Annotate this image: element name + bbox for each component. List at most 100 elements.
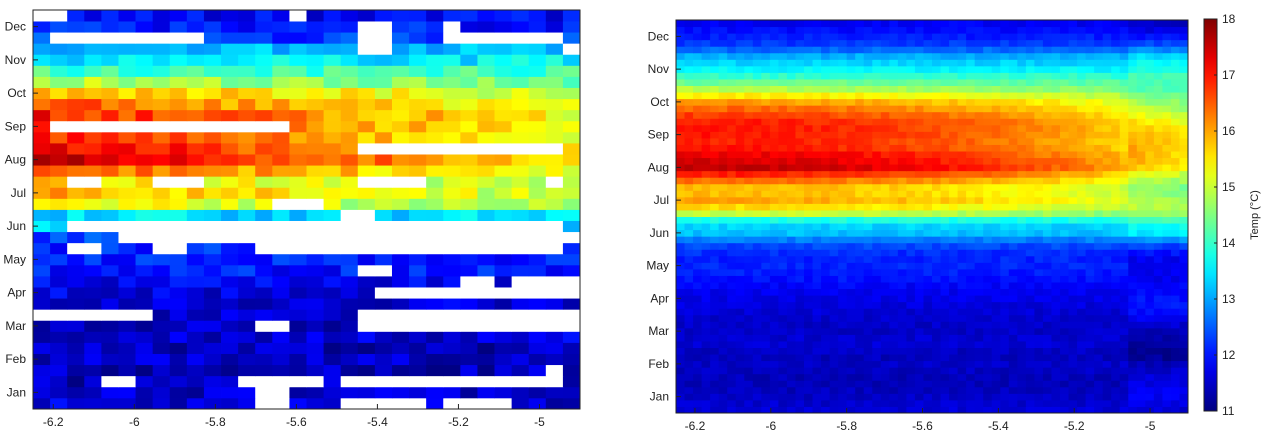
heatmap-right-cell	[821, 340, 831, 348]
heatmap-right-cell	[1153, 399, 1163, 407]
heatmap-right-cell	[889, 137, 899, 145]
heatmap-left-cell	[255, 131, 273, 144]
heatmap-right-cell	[897, 393, 907, 401]
heatmap-right-cell	[1025, 399, 1035, 407]
heatmap-right-cell	[1060, 59, 1070, 67]
heatmap-left-cell	[186, 187, 205, 199]
heatmap-right-cell	[821, 295, 831, 303]
heatmap-right-cell	[1051, 275, 1061, 283]
heatmap-right-cell	[786, 137, 796, 145]
heatmap-left-cell	[101, 54, 119, 66]
heatmap-right-cell	[838, 301, 848, 309]
heatmap-left-cell	[272, 375, 290, 388]
heatmap-right-cell	[974, 209, 984, 217]
heatmap-right-cell	[966, 20, 976, 28]
heatmap-right-cell	[949, 380, 959, 388]
heatmap-right-cell	[710, 131, 720, 139]
heatmap-right-cell	[974, 52, 984, 60]
heatmap-right-cell	[1094, 308, 1104, 316]
heatmap-right-cell	[1136, 209, 1146, 217]
heatmap-left-cell	[221, 331, 239, 343]
heatmap-right-cell	[812, 321, 822, 329]
heatmap-right-cell	[786, 360, 796, 368]
heatmap-right-cell	[735, 196, 745, 204]
heatmap-left-cell	[33, 353, 51, 366]
heatmap-right-cell	[684, 52, 694, 60]
heatmap-right-cell	[1128, 39, 1138, 47]
heatmap-right-cell	[693, 275, 703, 283]
heatmap-right-cell	[710, 321, 720, 329]
heatmap-right-cell	[1162, 308, 1172, 316]
heatmap-right-cell	[1060, 105, 1070, 113]
heatmap-left-cell	[135, 287, 154, 299]
heatmap-right-cell	[906, 52, 916, 60]
heatmap-right-cell	[1077, 144, 1087, 152]
heatmap-right-cell	[983, 406, 993, 414]
heatmap-left-cell	[323, 87, 342, 100]
heatmap-right-cell	[1051, 92, 1061, 100]
heatmap-right-cell	[795, 354, 805, 362]
heatmap-right-cell	[1128, 393, 1138, 401]
heatmap-left-cell	[562, 143, 581, 155]
heatmap-right-cell	[1077, 118, 1087, 126]
heatmap-right-cell	[829, 373, 839, 381]
heatmap-right-cell	[983, 236, 993, 244]
heatmap-right-cell	[1153, 229, 1163, 237]
heatmap-right-cell	[821, 65, 831, 73]
heatmap-right-cell	[1162, 223, 1172, 231]
heatmap-right-cell	[880, 177, 890, 185]
heatmap-right-cell	[906, 327, 916, 335]
heatmap-right-cell	[923, 242, 933, 250]
heatmap-right-cell	[855, 386, 865, 394]
heatmap-right-cell	[897, 314, 907, 322]
heatmap-left-cell	[135, 98, 154, 111]
heatmap-right-cell	[1042, 367, 1052, 375]
heatmap-right-cell	[761, 20, 771, 28]
heatmap-right-cell	[897, 78, 907, 86]
heatmap-left-cell	[306, 298, 324, 310]
heatmap-right-cell	[778, 46, 788, 54]
heatmap-left-cell	[118, 220, 136, 233]
heatmap-left-cell	[67, 231, 85, 244]
heatmap-right-cell	[1102, 26, 1112, 34]
heatmap-left-cell	[135, 43, 154, 55]
heatmap-right-cell	[804, 203, 814, 211]
heatmap-right-cell	[923, 144, 933, 152]
heatmap-left-cell	[67, 364, 85, 377]
heatmap-left-cell	[255, 386, 273, 399]
heatmap-right-cell	[974, 98, 984, 106]
heatmap-left-cell	[255, 98, 273, 111]
heatmap-left-cell	[391, 298, 410, 310]
heatmap-left-cell	[340, 287, 359, 299]
heatmap-right-cell	[1051, 347, 1061, 355]
heatmap-right-cell	[897, 354, 907, 362]
heatmap-right-cell	[855, 46, 865, 54]
heatmap-left-cell	[477, 231, 495, 244]
heatmap-left-cell	[272, 386, 290, 399]
heatmap-right-cell	[1162, 268, 1172, 276]
heatmap-right-cell	[1145, 196, 1155, 204]
heatmap-right-cell	[1119, 386, 1129, 394]
heatmap-right-cell	[1094, 124, 1104, 132]
heatmap-right-cell	[1094, 144, 1104, 152]
heatmap-right-cell	[880, 33, 890, 41]
heatmap-right-cell	[804, 151, 814, 159]
heatmap-right-cell	[991, 360, 1001, 368]
heatmap-right-cell	[1119, 183, 1129, 191]
heatmap-right-cell	[1170, 216, 1180, 224]
heatmap-left-cell	[255, 165, 273, 177]
heatmap-right-cell	[693, 105, 703, 113]
heatmap-left-cell	[101, 98, 119, 111]
heatmap-right-cell	[1136, 340, 1146, 348]
heatmap-right-cell	[991, 282, 1001, 290]
heatmap-right-cell	[880, 98, 890, 106]
heatmap-right-cell	[966, 334, 976, 342]
heatmap-right-cell	[932, 33, 942, 41]
heatmap-right-cell	[795, 367, 805, 375]
heatmap-right-cell	[1017, 295, 1027, 303]
heatmap-left-cell	[511, 98, 530, 111]
heatmap-left-cell	[101, 209, 119, 221]
heatmap-right-cell	[1128, 367, 1138, 375]
heatmap-right-cell	[1128, 65, 1138, 73]
heatmap-right-cell	[1000, 72, 1010, 80]
